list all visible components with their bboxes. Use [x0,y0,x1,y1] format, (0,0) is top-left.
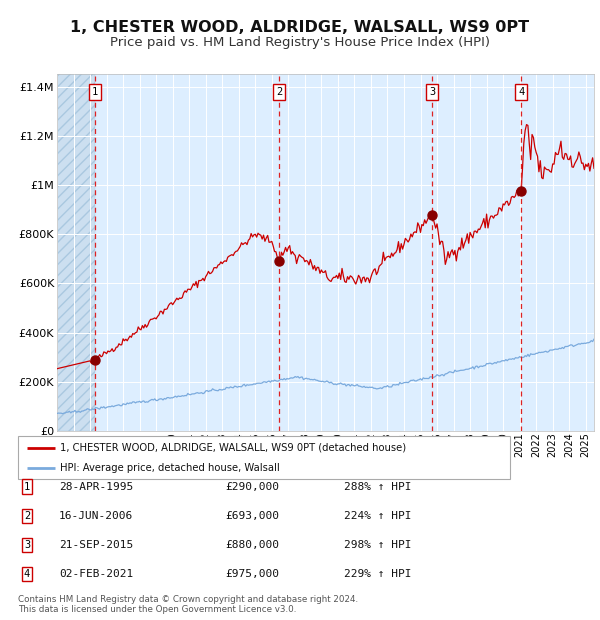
Text: 4: 4 [24,569,30,579]
Text: 1, CHESTER WOOD, ALDRIDGE, WALSALL, WS9 0PT: 1, CHESTER WOOD, ALDRIDGE, WALSALL, WS9 … [70,20,530,35]
Bar [57,74,95,431]
Text: 1, CHESTER WOOD, ALDRIDGE, WALSALL, WS9 0PT (detached house): 1, CHESTER WOOD, ALDRIDGE, WALSALL, WS9 … [60,443,406,453]
Text: 02-FEB-2021: 02-FEB-2021 [59,569,133,579]
Text: £880,000: £880,000 [225,540,279,550]
Text: 224% ↑ HPI: 224% ↑ HPI [344,511,412,521]
Text: 2: 2 [24,511,30,521]
FancyBboxPatch shape [18,436,510,479]
Text: 1: 1 [92,87,98,97]
Text: £693,000: £693,000 [225,511,279,521]
Text: HPI: Average price, detached house, Walsall: HPI: Average price, detached house, Wals… [60,463,280,473]
Text: Price paid vs. HM Land Registry's House Price Index (HPI): Price paid vs. HM Land Registry's House … [110,36,490,49]
Text: This data is licensed under the Open Government Licence v3.0.: This data is licensed under the Open Gov… [18,604,296,614]
Text: 3: 3 [24,540,30,550]
Text: 288% ↑ HPI: 288% ↑ HPI [344,482,412,492]
Bar [57,74,95,431]
Text: 1: 1 [24,482,30,492]
Text: Contains HM Land Registry data © Crown copyright and database right 2024.: Contains HM Land Registry data © Crown c… [18,595,358,604]
Text: 298% ↑ HPI: 298% ↑ HPI [344,540,412,550]
Text: 28-APR-1995: 28-APR-1995 [59,482,133,492]
Text: 21-SEP-2015: 21-SEP-2015 [59,540,133,550]
Text: 2: 2 [276,87,283,97]
Text: 4: 4 [518,87,524,97]
Text: 3: 3 [429,87,436,97]
Text: 16-JUN-2006: 16-JUN-2006 [59,511,133,521]
Text: £290,000: £290,000 [225,482,279,492]
Text: £975,000: £975,000 [225,569,279,579]
Text: 229% ↑ HPI: 229% ↑ HPI [344,569,412,579]
